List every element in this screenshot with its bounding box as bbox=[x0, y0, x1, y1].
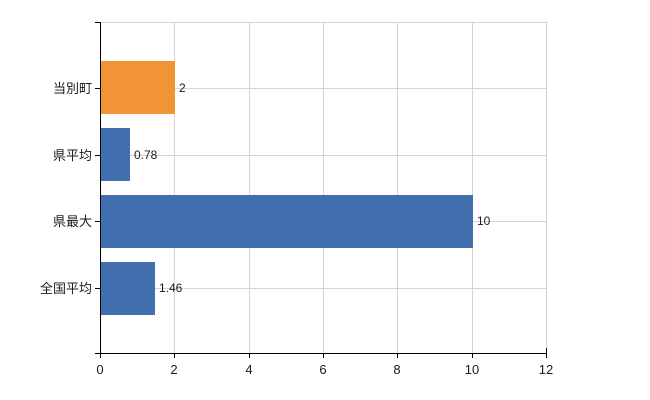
x-axis-tick-label: 12 bbox=[538, 362, 554, 377]
grid-line-vertical bbox=[323, 22, 324, 354]
x-axis-tick bbox=[397, 354, 398, 358]
category-label: 当別町 bbox=[52, 81, 92, 96]
x-axis-tick-label: 6 bbox=[319, 362, 327, 377]
y-axis-tick bbox=[95, 221, 100, 222]
x-axis-tick-label: 8 bbox=[393, 362, 401, 377]
y-axis-line bbox=[100, 22, 101, 354]
category-label: 全国平均 bbox=[39, 281, 92, 296]
y-axis-top-cap bbox=[95, 22, 100, 23]
x-axis-line bbox=[95, 353, 547, 354]
grid-line-vertical bbox=[174, 22, 175, 354]
bar-3 bbox=[101, 262, 155, 315]
x-axis-tick-label: 4 bbox=[245, 362, 253, 377]
grid-line-vertical bbox=[249, 22, 250, 354]
x-axis-tick bbox=[174, 354, 175, 358]
y-axis-tick bbox=[95, 155, 100, 156]
x-axis-tick-label: 2 bbox=[170, 362, 178, 377]
bar-0 bbox=[101, 61, 175, 114]
bar-1 bbox=[101, 128, 130, 181]
grid-line-vertical bbox=[472, 22, 473, 354]
x-axis-tick bbox=[100, 354, 101, 358]
x-axis-tick bbox=[472, 354, 473, 358]
bar-value-label: 0.78 bbox=[134, 148, 158, 162]
bar-2 bbox=[101, 195, 473, 248]
grid-line-horizontal bbox=[100, 88, 546, 89]
y-axis-tick bbox=[95, 88, 100, 89]
bar-value-label: 10 bbox=[477, 214, 491, 228]
bar-value-label: 2 bbox=[179, 81, 186, 95]
x-axis-tick bbox=[323, 354, 324, 358]
bar-value-label: 1.46 bbox=[159, 281, 183, 295]
grid-line-horizontal bbox=[100, 155, 546, 156]
grid-line-vertical bbox=[397, 22, 398, 354]
x-axis-tick bbox=[546, 354, 547, 358]
x-axis-tick-label: 10 bbox=[464, 362, 480, 377]
x-axis-tick-label: 0 bbox=[96, 362, 104, 377]
grid-line-vertical bbox=[546, 22, 547, 354]
category-label: 県平均 bbox=[52, 148, 92, 163]
category-label: 県最大 bbox=[52, 214, 92, 229]
y-axis-tick bbox=[95, 288, 100, 289]
x-axis-right-cap bbox=[546, 348, 547, 353]
x-axis-tick bbox=[249, 354, 250, 358]
grid-line-horizontal bbox=[100, 288, 546, 289]
